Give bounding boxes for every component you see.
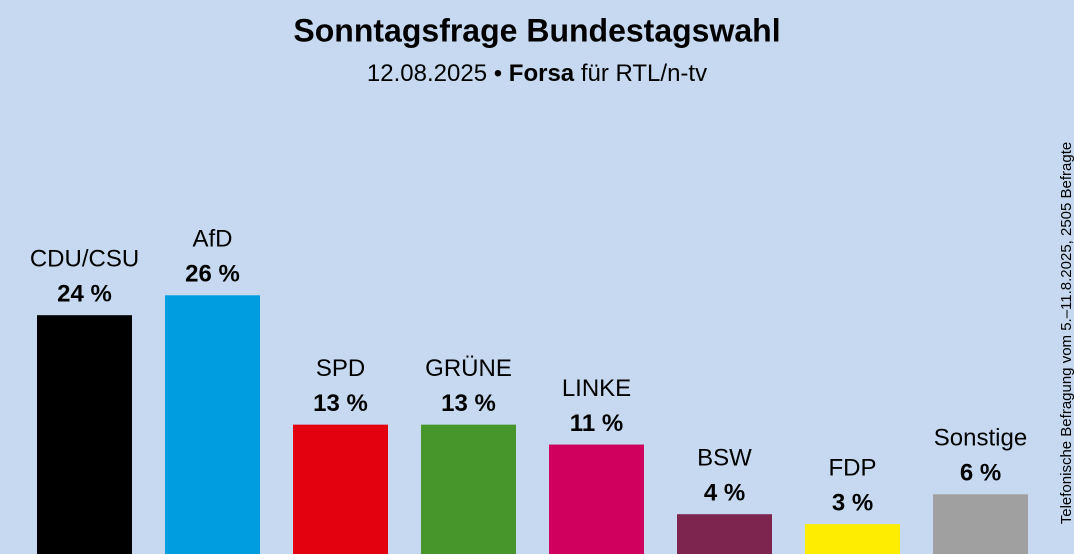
bar (293, 424, 388, 554)
category-label: BSW (697, 445, 752, 472)
subtitle-client: für RTL/n-tv (581, 60, 707, 87)
category-label: AfD (192, 226, 232, 253)
value-label: 11 % (570, 410, 623, 437)
source-note: Telefonische Befragung vom 5.–11.8.2025,… (1058, 142, 1074, 525)
bar (165, 295, 260, 554)
value-label: 13 % (313, 390, 368, 417)
bar (549, 444, 644, 554)
category-label: GRÜNE (425, 355, 512, 382)
chart-subtitle: 12.08.2025 • Forsa für RTL/n-tv (367, 60, 707, 87)
category-label: CDU/CSU (30, 246, 139, 273)
bar (421, 424, 516, 554)
subtitle-date: 12.08.2025 • (367, 60, 502, 87)
value-label: 13 % (441, 390, 496, 417)
value-label: 26 % (185, 261, 240, 288)
value-label: 4 % (704, 480, 745, 507)
bar (933, 494, 1028, 554)
value-label: 6 % (960, 460, 1001, 487)
bar (677, 514, 772, 554)
category-label: Sonstige (934, 425, 1027, 452)
category-label: FDP (829, 454, 877, 481)
value-label: 24 % (57, 281, 112, 308)
category-label: LINKE (562, 375, 631, 402)
chart-title: Sonntagsfrage Bundestagswahl (293, 12, 780, 48)
subtitle-institute: Forsa (509, 60, 575, 87)
bar (805, 524, 900, 554)
bar (37, 315, 132, 554)
category-label: SPD (316, 355, 365, 382)
value-label: 3 % (832, 489, 873, 516)
